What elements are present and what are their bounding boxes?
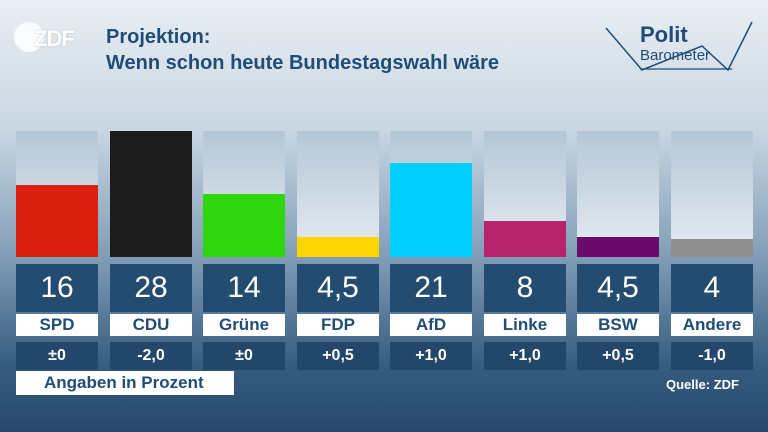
chart-title-line-1: Projektion:	[106, 26, 211, 48]
bar-grüne	[203, 194, 285, 257]
zdf-logo-circle-icon	[14, 22, 44, 52]
bar-afd	[390, 162, 472, 257]
category-label: Grüne	[203, 314, 285, 336]
bar-track	[484, 131, 566, 257]
zdf-logo: ZDF	[14, 22, 76, 54]
bar-bsw	[577, 236, 659, 257]
value-label: 21	[390, 264, 472, 312]
politbarometer-word-1: Polit	[640, 22, 688, 47]
category-label: Linke	[484, 314, 566, 336]
bar-track	[577, 131, 659, 257]
category-label: SPD	[16, 314, 98, 336]
zdf-logo-text: ZDF	[34, 26, 75, 51]
value-label: 14	[203, 264, 285, 312]
change-label: +1,0	[484, 342, 566, 370]
bar-fdp	[297, 236, 379, 257]
bar-spd	[16, 185, 98, 257]
bar-linke	[484, 221, 566, 257]
chart-title: Projektion: Wenn schon heute Bundestagsw…	[106, 24, 499, 76]
change-label: +1,0	[390, 342, 472, 370]
value-label: 8	[484, 264, 566, 312]
category-label: AfD	[390, 314, 472, 336]
bar-track	[203, 131, 285, 257]
change-label: ±0	[203, 342, 285, 370]
value-label: 4,5	[577, 264, 659, 312]
value-label: 28	[110, 264, 192, 312]
category-label: FDP	[297, 314, 379, 336]
value-label: 4	[671, 264, 753, 312]
bar-track	[390, 131, 472, 257]
unit-note: Angaben in Prozent	[16, 371, 234, 395]
source-label: Quelle: ZDF	[666, 377, 739, 392]
bar-cdu	[110, 131, 192, 257]
category-label: CDU	[110, 314, 192, 336]
politbarometer-zigzag-icon	[605, 21, 753, 72]
category-label: Andere	[671, 314, 753, 336]
politbarometer-logo: Polit Barometer	[604, 18, 754, 76]
category-label: BSW	[577, 314, 659, 336]
value-label: 16	[16, 264, 98, 312]
bar-track	[671, 131, 753, 257]
bar-track	[16, 131, 98, 257]
bar-track	[297, 131, 379, 257]
value-label: 4,5	[297, 264, 379, 312]
chart-title-line-2: Wenn schon heute Bundestagswahl wäre	[106, 52, 500, 74]
change-label: -1,0	[671, 342, 753, 370]
change-label: ±0	[16, 342, 98, 370]
politbarometer-word-2: Barometer	[640, 47, 711, 64]
bar-andere	[671, 239, 753, 257]
change-label: +0,5	[577, 342, 659, 370]
change-label: -2,0	[110, 342, 192, 370]
change-label: +0,5	[297, 342, 379, 370]
bar-track	[110, 131, 192, 257]
